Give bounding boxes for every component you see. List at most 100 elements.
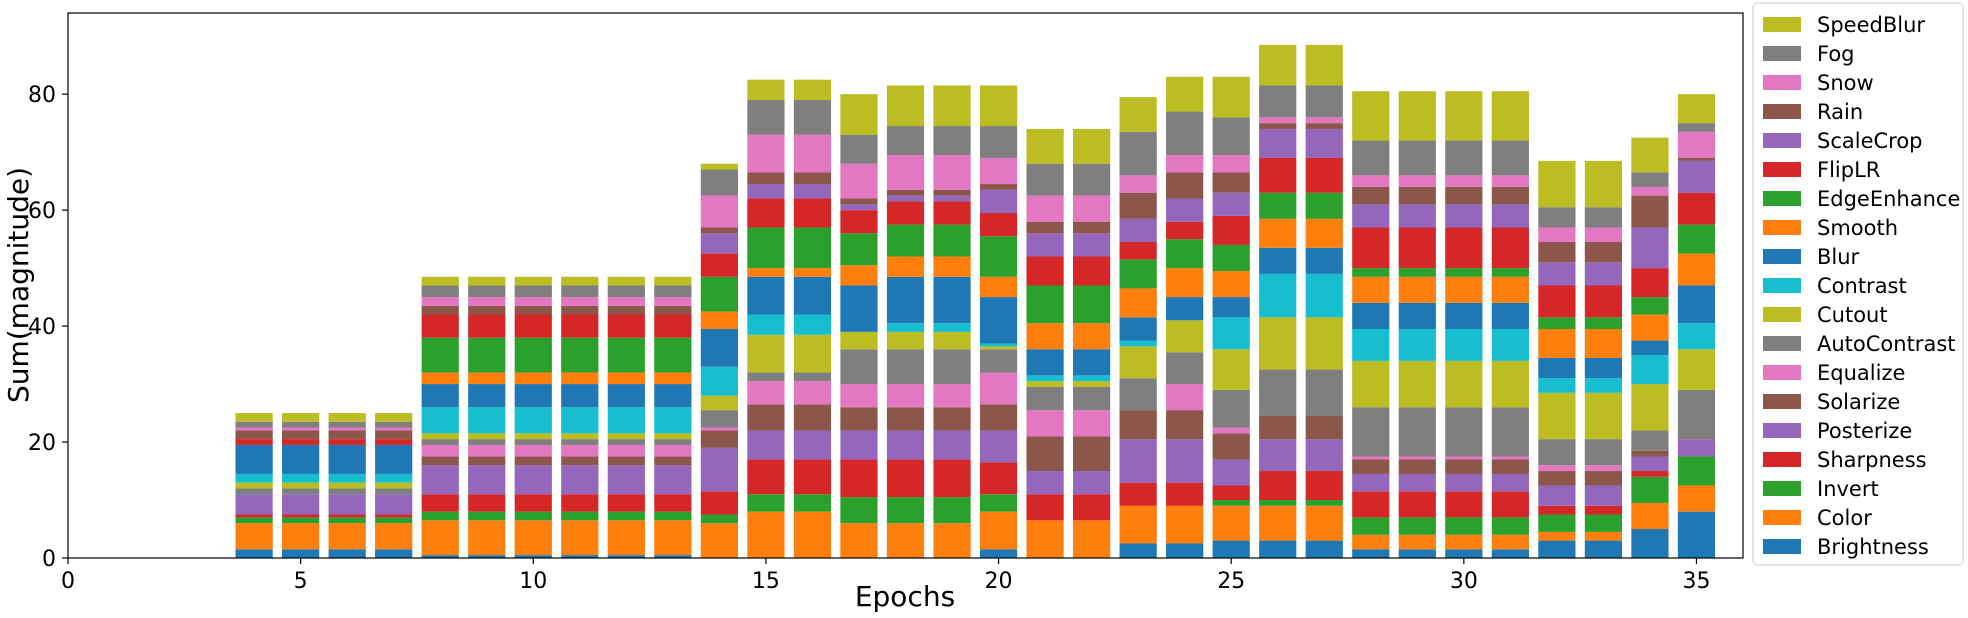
bar-segment-autocontrast-epoch-17 <box>840 349 878 385</box>
bar-segment-contrast-epoch-11 <box>561 407 599 434</box>
bar-segment-blur-epoch-23 <box>1119 317 1157 341</box>
bar-segment-contrast-epoch-10 <box>514 407 552 434</box>
x-tick-label: 0 <box>61 569 75 594</box>
bar-segment-invert-epoch-26 <box>1259 500 1297 506</box>
legend-label-contrast: Contrast <box>1817 274 1907 298</box>
bar-segment-cutout-epoch-25 <box>1212 349 1250 390</box>
bar-segment-cutout-epoch-33 <box>1584 392 1623 440</box>
bar-segment-fliplr-epoch-10 <box>514 314 552 338</box>
bar-segment-fliplr-epoch-9 <box>468 314 506 338</box>
bar-segment-edgeenhance-epoch-34 <box>1631 297 1669 315</box>
bar-segment-fliplr-epoch-26 <box>1259 157 1297 193</box>
bar-segment-edgeenhance-epoch-16 <box>793 227 832 269</box>
bar-segment-posterize-epoch-11 <box>561 465 599 495</box>
bar-segment-blur-epoch-27 <box>1305 247 1343 274</box>
bar-segment-speedblur-epoch-29 <box>1398 91 1436 141</box>
bar-segment-speedblur-epoch-27 <box>1305 44 1343 86</box>
bar-segment-snow-epoch-10 <box>514 297 552 306</box>
bar-segment-brightness-epoch-26 <box>1259 540 1297 558</box>
bar-segment-autocontrast-epoch-23 <box>1119 378 1157 411</box>
bar-segment-blur-epoch-25 <box>1212 297 1250 318</box>
bar-segment-color-epoch-29 <box>1398 534 1436 550</box>
bar-segment-speedblur-epoch-9 <box>468 276 506 286</box>
legend-label-scalecrop: ScaleCrop <box>1817 129 1923 153</box>
bar-segment-contrast-epoch-32 <box>1538 378 1576 393</box>
bar-segment-speedblur-epoch-5 <box>282 413 320 422</box>
bar-segment-contrast-epoch-30 <box>1445 328 1483 361</box>
bar-segment-fliplr-epoch-6 <box>328 439 366 445</box>
bar-segment-brightness-epoch-32 <box>1538 540 1576 558</box>
bar-segment-cutout-epoch-8 <box>421 433 459 440</box>
bar-segment-solarize-epoch-19 <box>933 407 971 431</box>
bar-segment-contrast-epoch-13 <box>654 407 692 434</box>
bar-segment-smooth-epoch-31 <box>1491 276 1529 303</box>
bar-segment-sharpness-epoch-14 <box>700 491 738 515</box>
bar-segment-solarize-epoch-30 <box>1445 459 1483 474</box>
legend-swatch-scalecrop <box>1763 133 1801 148</box>
bar-segment-color-epoch-4 <box>235 523 273 550</box>
bar-segment-smooth-epoch-21 <box>1026 323 1064 350</box>
bar-segment-equalize-epoch-8 <box>421 444 459 457</box>
bar-segment-fog-epoch-19 <box>933 126 971 156</box>
bar-segment-rain-epoch-27 <box>1305 123 1343 129</box>
bar-segment-fog-epoch-26 <box>1259 85 1297 118</box>
bar-segment-contrast-epoch-22 <box>1073 375 1111 382</box>
bar-segment-smooth-epoch-20 <box>979 276 1018 298</box>
bar-segment-contrast-epoch-21 <box>1026 375 1064 382</box>
bar-segment-cutout-epoch-34 <box>1631 384 1669 431</box>
bar-segment-sharpness-epoch-18 <box>886 459 925 498</box>
bar-segment-snow-epoch-12 <box>607 297 645 306</box>
bar-segment-brightness-epoch-8 <box>421 555 459 558</box>
bar-segment-color-epoch-7 <box>375 523 413 550</box>
bar-segment-snow-epoch-32 <box>1538 227 1576 243</box>
bar-segment-autocontrast-epoch-4 <box>235 488 273 495</box>
bar-segment-invert-epoch-31 <box>1491 517 1529 535</box>
bar-segment-snow-epoch-5 <box>282 427 320 431</box>
bar-segment-sharpness-epoch-9 <box>468 494 506 512</box>
bar-segment-solarize-epoch-26 <box>1259 415 1297 440</box>
legend-swatch-fliplr <box>1763 162 1801 177</box>
x-tick-label: 30 <box>1450 569 1478 594</box>
legend-swatch-blur <box>1763 249 1801 264</box>
bar-segment-snow-epoch-16 <box>793 134 832 173</box>
bar-segment-rain-epoch-29 <box>1398 186 1436 205</box>
bar-segment-invert-epoch-5 <box>282 517 320 524</box>
bar-segment-fliplr-epoch-35 <box>1677 192 1716 225</box>
bar-segment-cutout-epoch-14 <box>700 395 738 411</box>
bar-segment-invert-epoch-9 <box>468 511 506 521</box>
bar-segment-fliplr-epoch-13 <box>654 314 692 338</box>
bar-segment-invert-epoch-6 <box>328 517 366 524</box>
bar-segment-speedblur-epoch-22 <box>1073 128 1111 164</box>
legend-swatch-invert <box>1763 481 1801 496</box>
bar-segment-autocontrast-epoch-10 <box>514 439 552 445</box>
bar-segment-blur-epoch-18 <box>886 276 925 324</box>
bar-segment-edgeenhance-epoch-15 <box>747 227 785 269</box>
bar-segment-fliplr-epoch-21 <box>1026 256 1064 286</box>
bar-segment-invert-epoch-17 <box>840 497 878 524</box>
bar-segment-smooth-epoch-34 <box>1631 314 1669 341</box>
bar-segment-fog-epoch-24 <box>1166 111 1204 156</box>
bar-segment-fliplr-epoch-31 <box>1491 227 1529 269</box>
bar-segment-contrast-epoch-28 <box>1352 328 1390 361</box>
bar-segment-invert-epoch-27 <box>1305 500 1343 506</box>
bar-segment-cutout-epoch-32 <box>1538 392 1576 440</box>
bar-segment-speedblur-epoch-24 <box>1166 76 1204 112</box>
legend-label-speedblur: SpeedBlur <box>1817 13 1925 37</box>
bar-segment-fog-epoch-17 <box>840 134 878 164</box>
bar-segment-color-epoch-22 <box>1073 520 1111 558</box>
bar-segment-snow-epoch-23 <box>1119 175 1157 193</box>
bar-segment-solarize-epoch-34 <box>1631 450 1669 457</box>
bar-segment-posterize-epoch-25 <box>1212 459 1250 486</box>
bar-segment-snow-epoch-4 <box>235 427 273 431</box>
bar-segment-solarize-epoch-31 <box>1491 459 1529 474</box>
bar-segment-autocontrast-epoch-22 <box>1073 386 1111 411</box>
bar-segment-fliplr-epoch-12 <box>607 314 645 338</box>
x-axis-title: Epochs <box>855 580 955 613</box>
bar-segment-color-epoch-25 <box>1212 505 1250 541</box>
bar-segment-cutout-epoch-6 <box>328 482 366 489</box>
bar-segment-edgeenhance-epoch-28 <box>1352 268 1390 277</box>
bar-segment-sharpness-epoch-30 <box>1445 491 1483 518</box>
bar-segment-snow-epoch-8 <box>421 297 459 306</box>
bar-segment-sharpness-epoch-34 <box>1631 471 1669 477</box>
bar-segment-rain-epoch-32 <box>1538 242 1576 263</box>
